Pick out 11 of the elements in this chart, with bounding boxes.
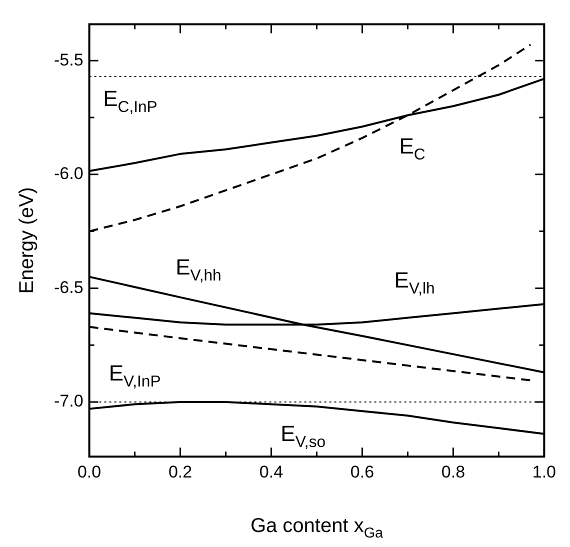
y-tick-label: -5.5 <box>54 50 84 70</box>
x-tick-label: 0.0 <box>77 462 102 482</box>
y-axis-title: Energy (eV) <box>16 187 38 294</box>
y-tick-label: -7.0 <box>54 392 84 411</box>
y-tick-label: -6.0 <box>54 164 84 184</box>
x-tick-label: 0.2 <box>168 462 192 482</box>
x-tick-label: 1.0 <box>532 462 556 482</box>
x-tick-label: 0.4 <box>259 462 284 482</box>
y-tick-label: -6.5 <box>54 278 84 297</box>
x-tick-label: 0.8 <box>441 462 466 482</box>
x-tick-label: 0.6 <box>350 462 374 482</box>
